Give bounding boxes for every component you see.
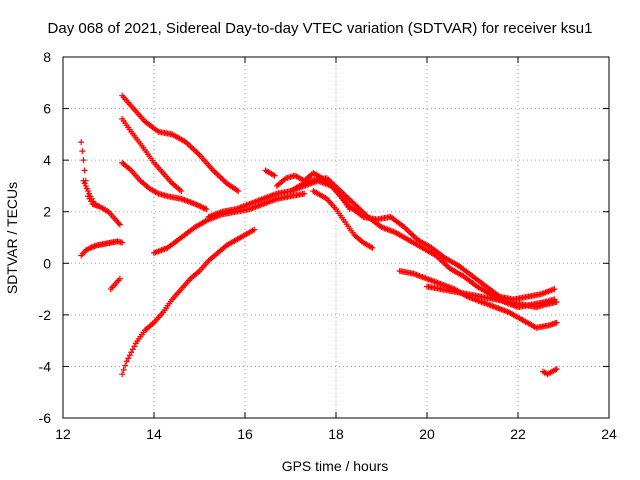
- y-tick-label: 4: [43, 152, 51, 168]
- data-point: [129, 346, 136, 353]
- data-point: [119, 239, 126, 246]
- series-track-5: [119, 226, 258, 378]
- data-point: [203, 206, 210, 213]
- data-point: [126, 352, 133, 359]
- data-point: [119, 371, 126, 378]
- x-tick-label: 16: [237, 426, 253, 442]
- series-track-16: [424, 283, 560, 311]
- y-tick-label: 6: [43, 101, 51, 117]
- data-point: [115, 220, 122, 227]
- data-point: [131, 343, 138, 350]
- series-track-14: [310, 188, 376, 251]
- data-point: [122, 362, 129, 369]
- x-tick-label: 20: [419, 426, 435, 442]
- y-tick-label: -4: [39, 358, 52, 374]
- series-track-8: [119, 159, 210, 213]
- data-point: [120, 366, 127, 373]
- series-track-2: [80, 177, 98, 207]
- x-axis-label: GPS time / hours: [282, 458, 389, 474]
- data-point: [553, 298, 560, 305]
- series-track-15: [396, 268, 560, 331]
- y-axis-label: SDTVAR / TECUs: [4, 182, 20, 294]
- data-point: [81, 167, 88, 174]
- series-track-11: [262, 167, 278, 179]
- y-tick-label: -2: [39, 307, 52, 323]
- data-point: [251, 226, 258, 233]
- x-tick-label: 24: [601, 426, 617, 442]
- x-tick-label: 18: [328, 426, 344, 442]
- data-point: [123, 358, 130, 365]
- data-point: [79, 148, 86, 155]
- data-point: [235, 188, 242, 195]
- series-track-17: [540, 366, 560, 378]
- x-tick-label: 22: [510, 426, 526, 442]
- data-point: [301, 190, 308, 197]
- grid-lines: [63, 57, 609, 418]
- series-track-3: [78, 238, 126, 259]
- data-point: [553, 366, 560, 373]
- data-point: [369, 244, 376, 251]
- series-track-9: [151, 190, 308, 256]
- series-track-7: [119, 115, 185, 195]
- data-point: [128, 349, 135, 356]
- x-tick-label: 14: [146, 426, 162, 442]
- data-point: [116, 221, 123, 228]
- data-point: [116, 275, 123, 282]
- chart-title: Day 068 of 2021, Sidereal Day-to-day VTE…: [48, 20, 593, 37]
- data-point: [553, 319, 560, 326]
- data-point: [271, 172, 278, 179]
- data-point: [178, 188, 185, 195]
- data-point: [125, 355, 132, 362]
- x-tick-label: 12: [55, 426, 71, 442]
- y-tick-label: 2: [43, 204, 51, 220]
- y-tick-label: 8: [43, 49, 51, 65]
- data-point: [91, 200, 98, 207]
- y-tick-label: 0: [43, 255, 51, 271]
- series-track-12: [273, 170, 558, 303]
- data-point: [551, 286, 558, 293]
- series-track-4: [107, 275, 123, 293]
- y-tick-label: -6: [39, 410, 52, 426]
- data-point: [78, 139, 85, 146]
- series-track-6: [119, 92, 242, 195]
- data-points: [78, 92, 560, 378]
- data-point: [80, 157, 87, 164]
